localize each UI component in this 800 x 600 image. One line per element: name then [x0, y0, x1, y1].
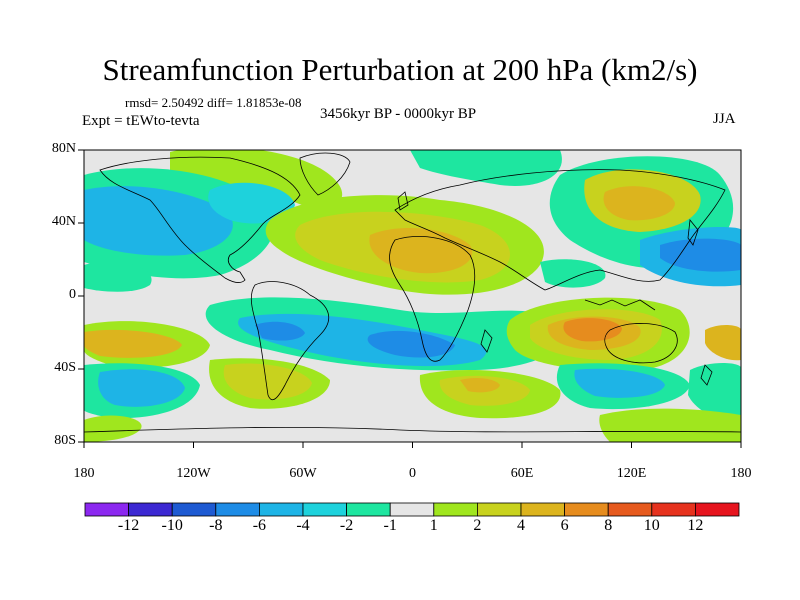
colorbar-swatch [346, 502, 391, 517]
lat-label-80n: 80N [51, 141, 76, 156]
colorbar-label: 2 [473, 517, 482, 534]
lat-label-40s: 40S [54, 360, 76, 375]
experiment-label: Expt = tEWto-tevta [82, 113, 200, 129]
contour-blue-sam [255, 321, 305, 341]
colorbar-label: -2 [339, 517, 354, 534]
lat-label-0: 0 [69, 287, 76, 302]
colorbar-swatch [520, 502, 565, 517]
colorbar-swatch [695, 502, 740, 517]
contour-orange-spac-west [84, 329, 182, 358]
colorbar-label: -10 [161, 517, 183, 534]
contour-cyan-na [84, 186, 233, 256]
colorbar-label: -12 [117, 517, 140, 534]
stats-text: rmsd= 2.50492 diff= 1.81853e-08 [125, 95, 302, 110]
colorbar-label: -4 [296, 517, 310, 534]
colorbar-label: 4 [517, 517, 525, 534]
coast-uk [397, 191, 409, 211]
colorbar-label: -1 [383, 517, 397, 534]
coast-south-america [250, 281, 330, 401]
colorbar-swatch [171, 502, 217, 517]
contour-cyan-atlantic [208, 182, 295, 224]
colorbar-label: -8 [209, 517, 223, 534]
colorbar-label: 6 [560, 517, 569, 534]
colorbar-swatch [258, 502, 304, 517]
colorbar [84, 502, 740, 517]
lon-label-0: 0 [409, 466, 416, 481]
colorbar-swatch [84, 502, 129, 517]
contour-yellow-antarctic-west [84, 415, 142, 442]
colorbar-swatch [302, 502, 347, 517]
contour-cyan-spac-mid [574, 368, 665, 398]
colorbar-swatch [607, 502, 653, 517]
lon-label-180w: 180 [73, 466, 95, 481]
coast-north-america [99, 156, 301, 284]
lat-label-40n: 40N [51, 214, 76, 229]
contour-blue-south [367, 330, 455, 358]
coast-africa [389, 236, 476, 362]
contour-cyan-spac [98, 369, 185, 407]
colorbar-label: -6 [252, 517, 267, 534]
coast-eurasia [394, 169, 726, 291]
lon-label-120w: 120W [176, 466, 211, 481]
period-label: 3456kyr BP - 0000kyr BP [320, 106, 477, 122]
colorbar-label: 10 [643, 517, 660, 534]
colorbar-label: 8 [604, 517, 613, 534]
coast-indonesia [584, 299, 656, 311]
colorbar-swatch [128, 502, 173, 517]
coast-japan [687, 218, 699, 246]
contour-orange-siberia [603, 186, 675, 221]
chart-title: Streamfunction Perturbation at 200 hPa (… [102, 52, 698, 87]
contour-orange-sahara [369, 227, 473, 274]
colorbar-swatch [389, 502, 435, 517]
contour-green-eastpac [84, 261, 152, 292]
colorbar-label: 12 [687, 517, 704, 534]
lon-label-180e: 180 [730, 466, 752, 481]
coast-madagascar [480, 329, 493, 353]
map-frame [78, 149, 742, 448]
contour-yellow-antarctic [599, 408, 741, 442]
colorbar-swatch [564, 502, 609, 517]
contour-darker-blue-eastpac [660, 238, 741, 272]
colorbar-swatch [215, 502, 260, 517]
colorbar-swatch [476, 502, 522, 517]
lat-label-80s: 80S [54, 433, 76, 448]
lon-label-120e: 120E [616, 466, 647, 481]
colorbar-label: 1 [429, 517, 438, 534]
contour-deep-orange-australia [563, 318, 622, 342]
contour-orange-spac-east [705, 325, 741, 361]
lon-label-60e: 60E [510, 466, 534, 481]
contour-green-arctic [410, 150, 562, 186]
contour-green-wpac [540, 259, 606, 288]
contour-orange-sio [460, 377, 500, 393]
season-label: JJA [713, 111, 736, 127]
coast-new-zealand [700, 364, 713, 386]
coast-antarctica [84, 426, 741, 433]
map-panel [84, 150, 741, 442]
coast-greenland [299, 152, 351, 196]
contour-gold-satl [223, 363, 312, 400]
colorbar-swatch [433, 502, 478, 517]
coastlines [84, 152, 741, 433]
colorbar-swatch [651, 502, 696, 517]
coast-australia [604, 323, 678, 364]
lon-label-60w: 60W [289, 466, 317, 481]
